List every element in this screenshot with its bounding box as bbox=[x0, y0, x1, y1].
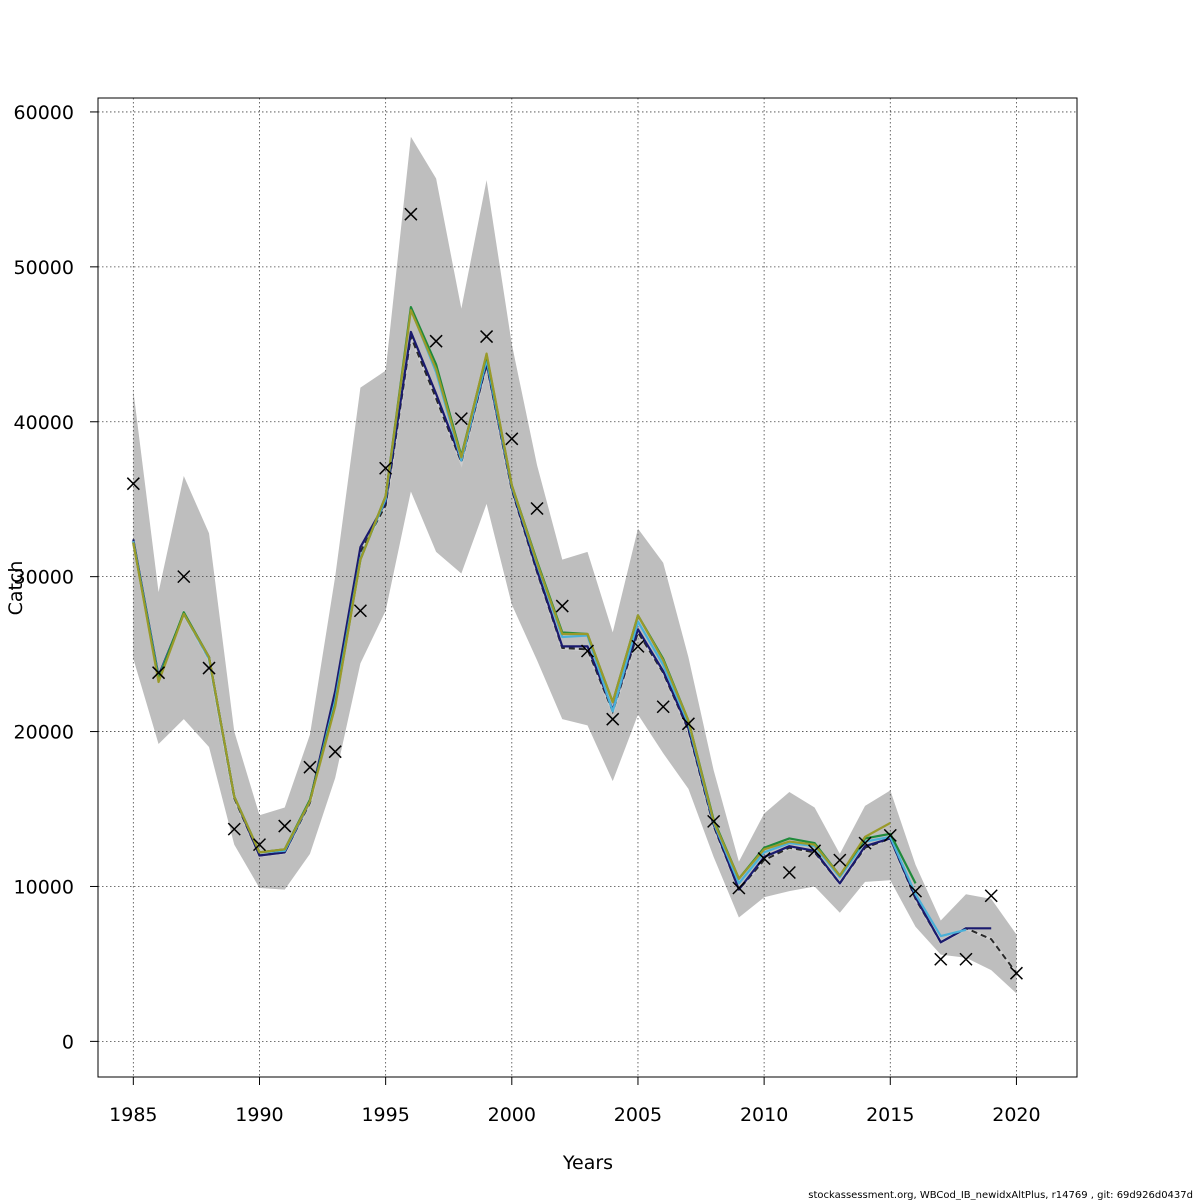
observed-point bbox=[833, 853, 847, 867]
grid-layer bbox=[98, 98, 1077, 1077]
y-tick-label: 10000 bbox=[14, 876, 74, 898]
observed-point bbox=[883, 828, 897, 842]
axis-layer: 1985 1990 1995 2000 2005 2010 2015 2020 0 10000 20… bbox=[14, 102, 1041, 1126]
observed-point bbox=[404, 207, 418, 221]
y-tick-label: 60000 bbox=[14, 102, 74, 124]
observed-point bbox=[177, 570, 191, 584]
observed-point bbox=[328, 745, 342, 759]
footer-credit: stockassessment.org, WBCod_IB_newidxAltP… bbox=[808, 1190, 1193, 1200]
y-axis-title: Catch bbox=[5, 561, 27, 616]
observed-point bbox=[480, 330, 494, 344]
confidence-band-layer bbox=[133, 136, 1017, 994]
x-tick-label: 2005 bbox=[614, 1104, 662, 1126]
observed-point bbox=[227, 822, 241, 836]
observed-point bbox=[782, 865, 796, 880]
observed-point bbox=[152, 666, 166, 680]
observed-point bbox=[126, 477, 140, 491]
x-tick-label: 1985 bbox=[109, 1104, 157, 1126]
observed-point bbox=[580, 644, 595, 658]
observed-point bbox=[555, 599, 569, 613]
observed-point bbox=[353, 604, 367, 618]
observed-point bbox=[959, 952, 973, 966]
y-tick-label: 50000 bbox=[14, 257, 74, 279]
x-tick-label: 1995 bbox=[361, 1104, 409, 1126]
observed-point bbox=[656, 700, 670, 714]
observed-point bbox=[757, 852, 771, 866]
observed-points-layer bbox=[126, 207, 1023, 980]
observed-point bbox=[808, 844, 822, 858]
observed-point bbox=[505, 432, 519, 446]
confidence-band bbox=[133, 136, 1017, 994]
x-axis-title: Years bbox=[562, 1152, 613, 1174]
y-tick-label: 0 bbox=[62, 1031, 74, 1053]
observed-point bbox=[606, 712, 620, 726]
observed-point bbox=[202, 661, 216, 675]
x-tick-label: 2010 bbox=[740, 1104, 788, 1126]
observed-point bbox=[530, 501, 544, 516]
series-layer bbox=[131, 306, 1018, 975]
observed-point bbox=[908, 884, 923, 898]
y-tick-label: 30000 bbox=[14, 567, 74, 589]
observed-point bbox=[429, 334, 443, 348]
observed-point bbox=[631, 639, 645, 653]
observed-point bbox=[858, 836, 872, 850]
observed-point bbox=[1009, 966, 1023, 980]
y-tick-label: 40000 bbox=[14, 412, 74, 434]
observed-point bbox=[681, 717, 695, 731]
observed-point bbox=[278, 819, 292, 833]
observed-point bbox=[934, 952, 948, 966]
observed-point bbox=[303, 760, 317, 774]
x-tick-label: 1990 bbox=[235, 1104, 283, 1126]
observed-point bbox=[707, 814, 721, 828]
observed-point bbox=[252, 838, 267, 852]
x-tick-label: 2000 bbox=[488, 1104, 536, 1126]
observed-point bbox=[454, 412, 468, 426]
y-tick-label: 20000 bbox=[14, 722, 74, 744]
observed-point bbox=[379, 461, 393, 475]
series-line bbox=[132, 309, 891, 880]
x-tick-label: 2020 bbox=[992, 1104, 1040, 1126]
series-line bbox=[132, 330, 992, 944]
observed-point bbox=[732, 881, 746, 895]
x-tick-label: 2015 bbox=[866, 1104, 914, 1126]
observed-point bbox=[984, 889, 998, 903]
